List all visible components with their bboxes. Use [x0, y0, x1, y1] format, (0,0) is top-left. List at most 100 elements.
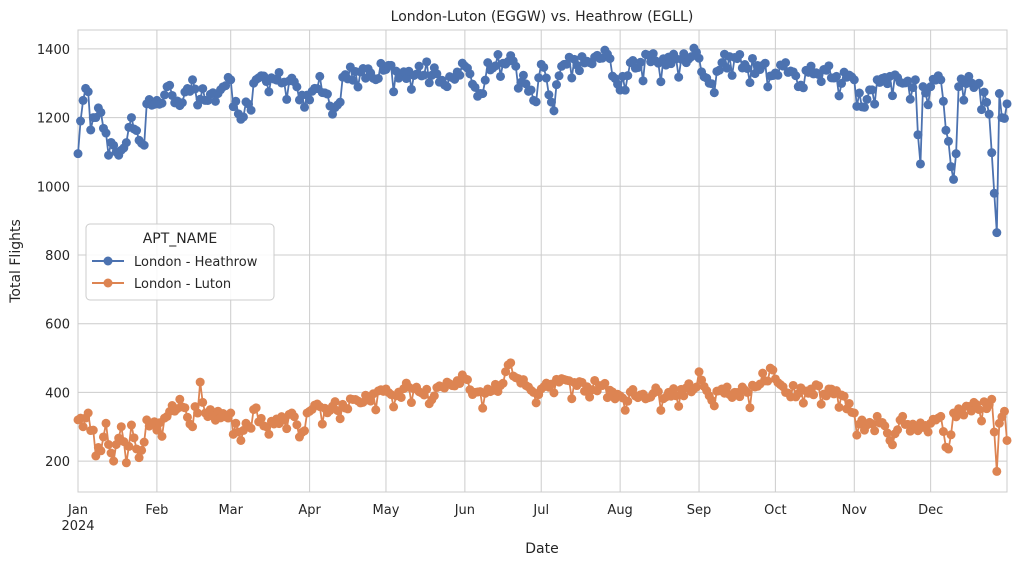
data-point: [236, 435, 246, 445]
data-point: [758, 368, 768, 378]
data-point: [501, 367, 511, 377]
data-point: [648, 49, 658, 59]
data-point: [317, 419, 327, 429]
data-point: [165, 80, 175, 90]
data-point: [585, 392, 595, 402]
legend: APT_NAME London - Heathrow London - Luto…: [85, 223, 275, 301]
data-point: [882, 79, 892, 89]
data-point: [994, 89, 1004, 99]
data-point: [709, 88, 719, 98]
legend-label-luton: London - Luton: [134, 277, 231, 292]
data-point: [101, 128, 111, 138]
data-point: [722, 382, 732, 392]
data-point: [674, 72, 684, 82]
data-point: [870, 99, 880, 109]
data-point: [396, 392, 406, 402]
data-point: [256, 413, 266, 423]
data-point: [854, 88, 864, 98]
data-point: [839, 391, 849, 401]
data-point: [837, 78, 847, 88]
legend-marker-heathrow-dot: [103, 256, 113, 266]
data-point: [989, 427, 999, 437]
data-point: [844, 398, 854, 408]
data-point: [605, 54, 615, 64]
data-point: [188, 75, 198, 85]
x-tick-label: Nov: [842, 503, 868, 518]
data-point: [366, 396, 376, 406]
data-point: [628, 56, 638, 65]
y-tick-label: 800: [45, 249, 70, 264]
data-point: [859, 102, 869, 112]
data-point: [921, 88, 931, 98]
data-point: [763, 82, 773, 92]
data-point: [322, 89, 332, 99]
data-point: [335, 97, 345, 107]
data-point: [478, 89, 488, 99]
data-point: [938, 96, 948, 106]
data-point: [999, 113, 1009, 123]
data-point: [465, 69, 475, 79]
data-point: [707, 79, 717, 89]
data-point: [635, 57, 645, 67]
data-point: [541, 73, 551, 83]
data-point: [745, 403, 755, 413]
data-point: [132, 126, 142, 136]
data-point: [282, 424, 292, 434]
data-point: [419, 70, 429, 80]
data-point: [282, 94, 292, 104]
x-tick-label: Jul: [532, 503, 549, 518]
data-point: [977, 416, 987, 426]
data-point: [246, 105, 256, 115]
data-point: [834, 91, 844, 101]
data-point: [816, 399, 826, 409]
data-point: [722, 63, 732, 73]
data-point: [462, 375, 472, 385]
data-point: [406, 84, 416, 94]
data-point: [992, 466, 1002, 476]
data-point: [78, 95, 88, 105]
data-point: [809, 390, 819, 400]
data-point: [798, 398, 808, 408]
data-point: [526, 85, 536, 95]
data-point: [653, 387, 663, 397]
data-point: [104, 150, 114, 160]
data-point: [989, 188, 999, 198]
data-point: [798, 83, 808, 93]
data-point: [406, 398, 416, 408]
data-point: [887, 440, 897, 450]
x-tick-label: Dec: [918, 503, 943, 518]
x-axis-label: Date: [525, 541, 558, 557]
data-point: [834, 402, 844, 412]
data-point: [941, 125, 951, 135]
data-point: [587, 59, 597, 69]
data-point: [943, 444, 953, 454]
data-point: [292, 82, 302, 92]
data-point: [946, 430, 956, 440]
data-point: [126, 420, 136, 430]
data-point: [511, 61, 521, 71]
data-point: [401, 74, 411, 84]
data-point: [905, 94, 915, 104]
data-point: [984, 109, 994, 119]
data-point: [139, 437, 149, 447]
data-point: [98, 432, 108, 442]
data-point: [116, 422, 126, 432]
legend-title: APT_NAME: [143, 231, 218, 247]
data-point: [908, 83, 918, 93]
y-axis-label: Total Flights: [8, 219, 24, 304]
data-point: [422, 384, 432, 394]
data-point: [315, 71, 325, 81]
data-point: [330, 397, 340, 407]
data-point: [987, 394, 997, 404]
data-point: [518, 70, 528, 80]
data-point: [979, 87, 989, 97]
data-point: [742, 387, 752, 397]
data-point: [177, 98, 187, 108]
data-point: [674, 401, 684, 411]
data-point: [292, 420, 302, 430]
data-point: [424, 78, 434, 88]
data-point: [442, 82, 452, 92]
data-point: [552, 80, 561, 90]
data-point: [898, 411, 908, 421]
